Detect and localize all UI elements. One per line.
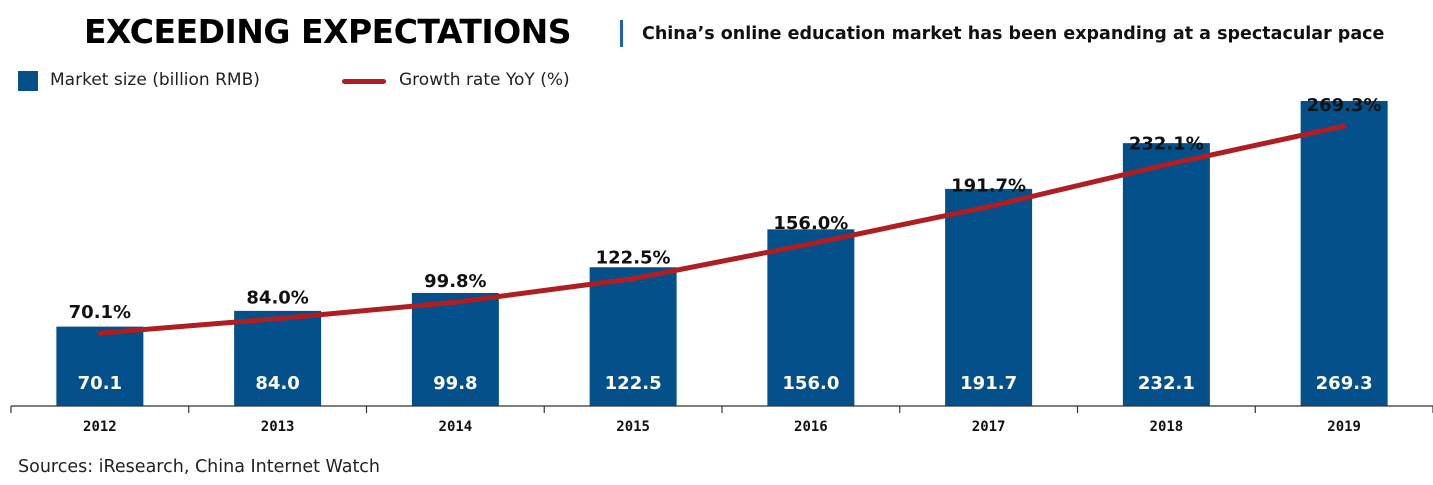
bar-2015 [589, 267, 677, 406]
x-axis-tick-labels: 2012 2013 2014 2015 2016 2017 2018 2019 [83, 419, 1361, 435]
bar-label-2015: 122.5 [605, 373, 662, 394]
bar-2014 [411, 292, 499, 406]
bar-label-2013: 84.0 [255, 373, 299, 394]
x-tick-label-2019: 2019 [1327, 419, 1361, 435]
line-label-2018: 232.1% [1129, 134, 1204, 155]
bar-2017 [945, 188, 1033, 406]
bar-value-labels: 70.1 84.0 99.8 122.5 156.0 191.7 232.1 269.3 [78, 373, 1373, 394]
bar-label-2014: 99.8 [433, 373, 477, 394]
line-label-2017: 191.7% [951, 176, 1026, 197]
x-tick-label-2015: 2015 [616, 419, 650, 435]
bar-2012 [56, 326, 144, 406]
bar-label-2012: 70.1 [78, 373, 122, 394]
growth-rate-labels: 70.1% 84.0% 99.8% 122.5% 156.0% 191.7% 232.1% 2… [69, 95, 1382, 323]
growth-rate-line [97, 123, 1347, 336]
line-label-2015: 122.5% [596, 248, 671, 269]
legend-swatch-bar [18, 71, 38, 91]
line-label-2014: 99.8% [424, 271, 486, 292]
x-tick-label-2013: 2013 [261, 419, 295, 435]
chart-title: EXCEEDING EXPECTATIONS [84, 12, 572, 51]
bar-label-2018: 232.1 [1138, 373, 1195, 394]
x-tick-label-2012: 2012 [83, 419, 117, 435]
bar-label-2017: 191.7 [960, 373, 1017, 394]
bar-2016 [767, 229, 855, 406]
chart-subtitle: China’s online education market has been… [642, 24, 1385, 44]
line-label-2019: 269.3% [1307, 95, 1382, 116]
legend-swatch-line [342, 79, 386, 84]
line-label-2012: 70.1% [69, 302, 131, 323]
bar-series [56, 101, 1388, 406]
x-tick-label-2014: 2014 [439, 419, 473, 435]
source-note: Sources: iResearch, China Internet Watch [18, 457, 381, 477]
bar-2019 [1300, 101, 1388, 406]
x-tick-label-2017: 2017 [972, 419, 1006, 435]
bar-2013 [234, 310, 322, 406]
bar-2018 [1122, 143, 1210, 406]
title-divider [620, 20, 623, 47]
x-axis-ticks [10, 406, 1433, 413]
legend-label-growth-rate: Growth rate YoY (%) [399, 70, 570, 90]
x-tick-label-2016: 2016 [794, 419, 828, 435]
bar-label-2016: 156.0 [782, 373, 839, 394]
bar-label-2019: 269.3 [1316, 373, 1373, 394]
line-label-2013: 84.0% [246, 288, 308, 309]
line-label-2016: 156.0% [773, 213, 848, 234]
legend-label-market-size: Market size (billion RMB) [50, 70, 260, 90]
x-tick-label-2018: 2018 [1150, 419, 1184, 435]
